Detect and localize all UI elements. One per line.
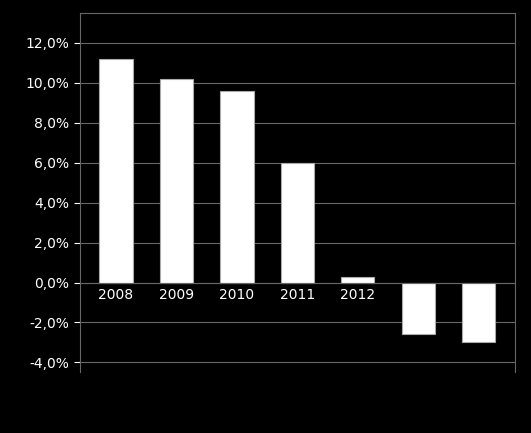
Bar [401,283,435,334]
Bar [220,91,253,283]
Bar [99,59,133,283]
Bar [281,163,314,283]
Bar [462,283,495,343]
Bar [341,277,374,283]
Bar [160,79,193,283]
